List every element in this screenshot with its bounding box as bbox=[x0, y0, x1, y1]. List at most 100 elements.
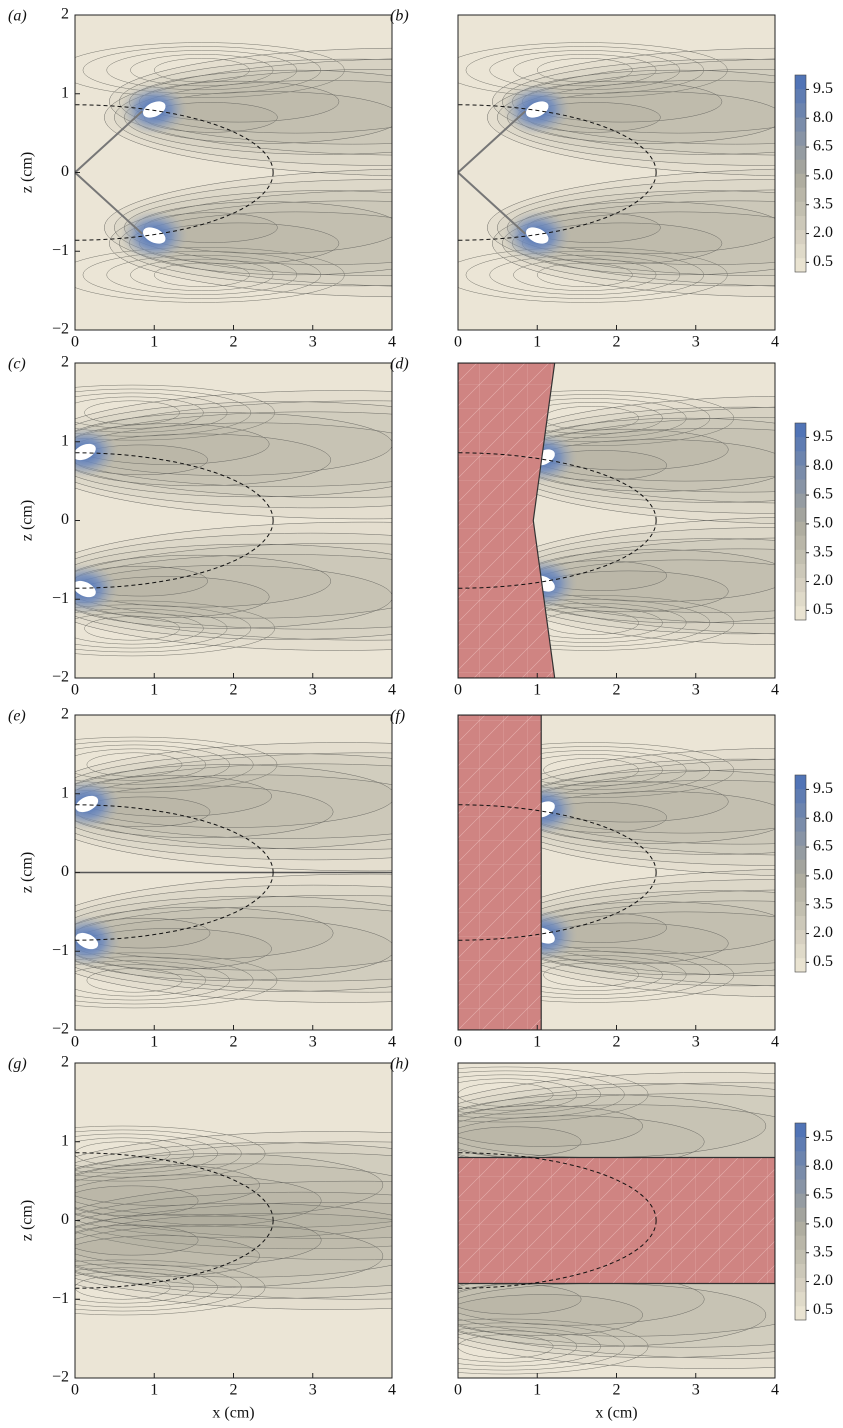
x-tick-label: 2 bbox=[230, 1382, 238, 1399]
contour-lobe-outer bbox=[86, 968, 183, 993]
contour-lobe bbox=[109, 47, 392, 156]
reference-ellipse bbox=[75, 452, 274, 589]
x-tick-label: 1 bbox=[533, 1382, 541, 1399]
colorbar-tick-label: 0.5 bbox=[813, 1301, 833, 1318]
contour-lobe bbox=[75, 906, 334, 960]
colorbar-tick-label: 8.0 bbox=[813, 809, 833, 826]
colorbar-step bbox=[795, 103, 806, 118]
contour-lobe-outer bbox=[75, 612, 204, 645]
x-tick-label: 2 bbox=[230, 334, 238, 351]
colorbar-tick-label: 2.0 bbox=[813, 1272, 833, 1289]
colorbar-step bbox=[795, 873, 806, 888]
y-axis-label: z (cm) bbox=[19, 500, 36, 541]
solid-region bbox=[458, 715, 542, 1030]
contour-lobe bbox=[75, 752, 392, 872]
panel: (f) 0 1 2 3 4 9.5 8.0 6.5 5.0 3.5 2.0 0.5 bbox=[390, 708, 833, 1051]
contour-lobe-outer bbox=[458, 1326, 601, 1367]
colorbar-tick-label: 5.0 bbox=[813, 1215, 833, 1232]
y-tick-label: 0 bbox=[61, 163, 69, 180]
contour-lobe bbox=[487, 168, 775, 287]
x-tick-label: 2 bbox=[230, 682, 238, 699]
contour-lobe bbox=[75, 576, 270, 618]
contour-lobe bbox=[75, 412, 392, 476]
colorbar-step bbox=[795, 1291, 806, 1307]
x-tick-label: 4 bbox=[771, 1382, 779, 1399]
colorbar-step bbox=[795, 159, 806, 174]
y-tick-label: −1 bbox=[52, 242, 69, 259]
particle bbox=[142, 227, 166, 244]
x-tick-label: 1 bbox=[533, 1034, 541, 1051]
panel-label: (d) bbox=[390, 356, 409, 373]
contour-lobe-outer bbox=[465, 46, 704, 94]
colorbar-step bbox=[795, 591, 806, 607]
x-tick-label: 0 bbox=[71, 1382, 79, 1399]
colorbar-tick-label: 6.5 bbox=[813, 486, 833, 503]
colorbar-step bbox=[795, 1137, 806, 1152]
contour-lobe bbox=[104, 168, 392, 287]
field bbox=[458, 363, 775, 678]
colorbar-step bbox=[795, 915, 806, 931]
panel: (b) 0 1 2 3 4 9.5 8.0 6.5 5.0 3.5 2.0 0.5 bbox=[390, 8, 833, 351]
colorbar-step bbox=[795, 1179, 806, 1194]
colorbar-tick-label: 8.0 bbox=[813, 457, 833, 474]
particle bbox=[142, 101, 166, 118]
colorbar-step bbox=[795, 479, 806, 494]
colorbar-tick-label: 2.0 bbox=[813, 224, 833, 241]
contour-lobe bbox=[75, 1213, 392, 1299]
y-tick-label: 0 bbox=[61, 863, 69, 880]
colorbar-step bbox=[795, 507, 806, 522]
colorbar-step bbox=[795, 1165, 806, 1180]
panel-label: (a) bbox=[8, 8, 27, 25]
colorbar-step bbox=[795, 1305, 806, 1321]
y-tick-label: 2 bbox=[61, 354, 69, 371]
y-tick-label: −1 bbox=[52, 942, 69, 959]
x-tick-label: 3 bbox=[692, 334, 700, 351]
colorbar-step bbox=[795, 817, 806, 832]
colorbar-tick-label: 6.5 bbox=[813, 138, 833, 155]
panel: (c) 0 1 2 3 4 −2 −1 0 1 2 z (cm) bbox=[8, 354, 396, 699]
contour-lobe bbox=[75, 906, 392, 992]
contour-lobe bbox=[75, 774, 392, 850]
x-tick-label: 4 bbox=[771, 334, 779, 351]
contour-lobe-outer bbox=[458, 947, 734, 1003]
colorbar-step bbox=[795, 845, 806, 860]
contour-lobe-outer bbox=[458, 1330, 578, 1363]
contour-lobe-outer bbox=[154, 58, 250, 83]
x-tick-label: 3 bbox=[692, 682, 700, 699]
colorbar-frame bbox=[794, 1122, 807, 1321]
reference-ellipse bbox=[458, 1152, 657, 1289]
contour-lobe bbox=[104, 58, 392, 177]
field bbox=[75, 363, 392, 678]
contour-lobe-outer bbox=[513, 258, 657, 291]
x-tick-label: 0 bbox=[454, 334, 462, 351]
contour-lobe-outer bbox=[75, 1259, 266, 1316]
y-tick-label: 2 bbox=[61, 6, 69, 23]
colorbar-step bbox=[795, 929, 806, 945]
colorbar-step bbox=[795, 1249, 806, 1265]
y-tick-label: 2 bbox=[61, 1054, 69, 1071]
colorbar-tick-label: 0.5 bbox=[813, 253, 833, 270]
panel: (a) 0 1 2 3 4 −2 −1 0 1 2 z (cm) bbox=[8, 6, 396, 351]
panel: (d) 0 1 2 3 4 9.5 8.0 6.5 5.0 3.5 2.0 0.5 bbox=[390, 356, 833, 699]
x-axis-label: x (cm) bbox=[595, 1405, 637, 1422]
y-tick-label: −2 bbox=[52, 321, 69, 338]
contour-lobe bbox=[109, 189, 392, 298]
particle bbox=[75, 580, 96, 598]
reference-ellipse bbox=[75, 804, 274, 941]
colorbar-frame bbox=[794, 422, 807, 621]
contour-lobe bbox=[492, 47, 775, 156]
contour-lobe-outer bbox=[75, 952, 278, 1009]
x-tick-label: 3 bbox=[692, 1382, 700, 1399]
contour-lobe-outer bbox=[75, 604, 252, 653]
particle bbox=[75, 443, 96, 461]
contour-lobe-outer bbox=[513, 54, 657, 87]
contour-lobe-outer bbox=[465, 251, 704, 299]
contour-lobe bbox=[458, 1284, 582, 1315]
y-tick-label: 1 bbox=[61, 84, 69, 101]
x-tick-label: 1 bbox=[150, 1034, 158, 1051]
panel: (g) 0 1 2 3 4 −2 −1 0 1 2 z (cm) x (cm) bbox=[8, 1054, 396, 1422]
x-tick-label: 0 bbox=[71, 334, 79, 351]
contour-lobe bbox=[75, 1152, 392, 1250]
colorbar-step bbox=[795, 1123, 806, 1138]
x-tick-label: 3 bbox=[692, 1034, 700, 1051]
